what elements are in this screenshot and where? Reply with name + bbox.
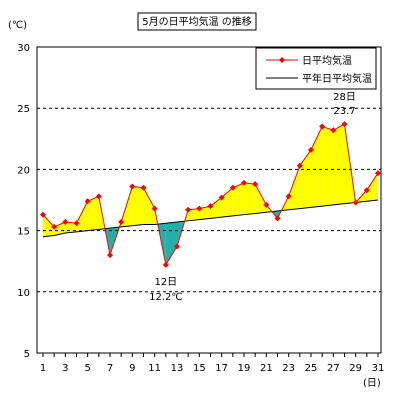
y-tick-label-30: 30 (17, 43, 30, 54)
legend-daily-marker (279, 57, 285, 63)
fill-above-normal (299, 149, 311, 209)
daily-point-10 (140, 184, 147, 191)
daily-point-20 (252, 181, 259, 188)
chart-title-group: 5月の日平均気温 の推移 (137, 12, 257, 31)
daily-point-31 (375, 170, 381, 177)
daily-point-1 (40, 211, 46, 218)
fill-above-normal (255, 184, 267, 214)
daily-point-26 (319, 123, 326, 130)
x-tick-label-17: 17 (215, 363, 228, 374)
fill-above-normal (333, 124, 345, 205)
daily-point-7 (107, 252, 113, 259)
daily-point-4 (73, 220, 80, 227)
x-tick-label-19: 19 (238, 363, 251, 374)
y-tick-label-15: 15 (17, 227, 30, 238)
fill-above-normal (54, 222, 66, 236)
annotation-1-line1: 28日 (333, 92, 356, 103)
x-tick-label-29: 29 (349, 363, 362, 374)
daily-point-18 (229, 184, 236, 191)
daily-point-19 (241, 179, 247, 186)
fill-above-normal (132, 186, 144, 226)
x-tick-label-27: 27 (327, 363, 340, 374)
daily-series-group (40, 121, 381, 268)
daily-point-24 (296, 162, 303, 169)
fill-above-normal (87, 196, 99, 231)
y-axis-unit-label: (℃) (8, 20, 27, 31)
plot-frame-rect (36, 46, 382, 354)
annotation-0-line2: 12.2℃ (149, 292, 183, 303)
fill-above-normal (210, 197, 222, 219)
x-tick-label-3: 3 (62, 363, 68, 374)
normal-series-line (42, 199, 379, 238)
x-tick-label-9: 9 (129, 363, 135, 374)
daily-point-29 (352, 199, 359, 206)
y-tick-label-20: 20 (17, 165, 30, 176)
fill-above-normal (232, 182, 244, 216)
daily-point-9 (129, 183, 136, 190)
daily-point-30 (363, 187, 370, 194)
x-tick-label-25: 25 (305, 363, 318, 374)
x-tick-label-11: 11 (148, 363, 161, 374)
daily-point-28 (341, 121, 348, 128)
x-tick-labels: 1 3 5 7 9 11 13 15 17 19 21 23 25 27 29 31 (40, 363, 385, 374)
y-tick-labels: 5 10 15 20 25 30 (17, 43, 30, 360)
daily-point-2 (51, 223, 58, 230)
daily-point-5 (84, 198, 91, 205)
chart-title-box (137, 12, 257, 31)
fill-above-normal (143, 187, 155, 225)
fill-above-normal (311, 126, 323, 208)
legend: 日平均気温 平年日平均気温 (255, 47, 377, 90)
y-tick-label-10: 10 (17, 288, 30, 299)
daily-point-16 (207, 203, 214, 210)
legend-normal-label: 平年日平均気温 (302, 72, 372, 85)
x-tick-label-31: 31 (372, 363, 385, 374)
daily-point-21 (263, 201, 270, 208)
fill-above-normal (76, 201, 88, 232)
daily-point-6 (95, 193, 102, 200)
x-tick-label-15: 15 (193, 363, 206, 374)
plot-fills (43, 124, 378, 265)
daily-point-15 (196, 205, 203, 212)
fill-above-normal (43, 214, 55, 237)
fill-above-normal (244, 182, 256, 215)
x-tick-label-7: 7 (107, 363, 113, 374)
fill-above-normal (288, 165, 300, 210)
daily-point-25 (308, 146, 314, 153)
legend-daily-label: 日平均気温 (302, 54, 352, 67)
daily-point-11 (151, 205, 158, 212)
annotations: 12日 12.2℃ 28日 23.7 (149, 92, 356, 303)
fill-below-normal (165, 222, 177, 265)
legend-box (255, 47, 377, 90)
daily-point-23 (285, 193, 292, 200)
chart-title: 5月の日平均気温 の推移 (142, 15, 252, 28)
fill-above-normal (188, 208, 200, 221)
daily-point-3 (62, 219, 69, 226)
daily-point-12 (162, 261, 169, 268)
daily-point-8 (118, 219, 125, 226)
fill-above-normal (199, 206, 211, 220)
daily-point-27 (330, 127, 337, 134)
x-axis-unit-label: (日) (363, 378, 381, 389)
x-tick-label-23: 23 (282, 363, 295, 374)
daily-point-14 (185, 206, 192, 213)
x-tick-label-1: 1 (40, 363, 46, 374)
x-tick-label-5: 5 (84, 363, 90, 374)
fill-above-normal (322, 126, 334, 207)
y-tick-label-5: 5 (24, 349, 30, 360)
x-tick-label-13: 13 (171, 363, 184, 374)
plot-frame (36, 46, 382, 357)
daily-point-13 (174, 243, 180, 250)
fill-above-normal (366, 173, 378, 202)
annotation-1-line2: 23.7 (333, 106, 355, 117)
normal-series-group (42, 199, 379, 238)
daily-point-22 (274, 215, 281, 222)
x-tick-label-21: 21 (260, 363, 273, 374)
annotation-0-line1: 12日 (154, 277, 177, 288)
daily-point-17 (218, 194, 225, 201)
y-tick-label-25: 25 (17, 104, 30, 115)
